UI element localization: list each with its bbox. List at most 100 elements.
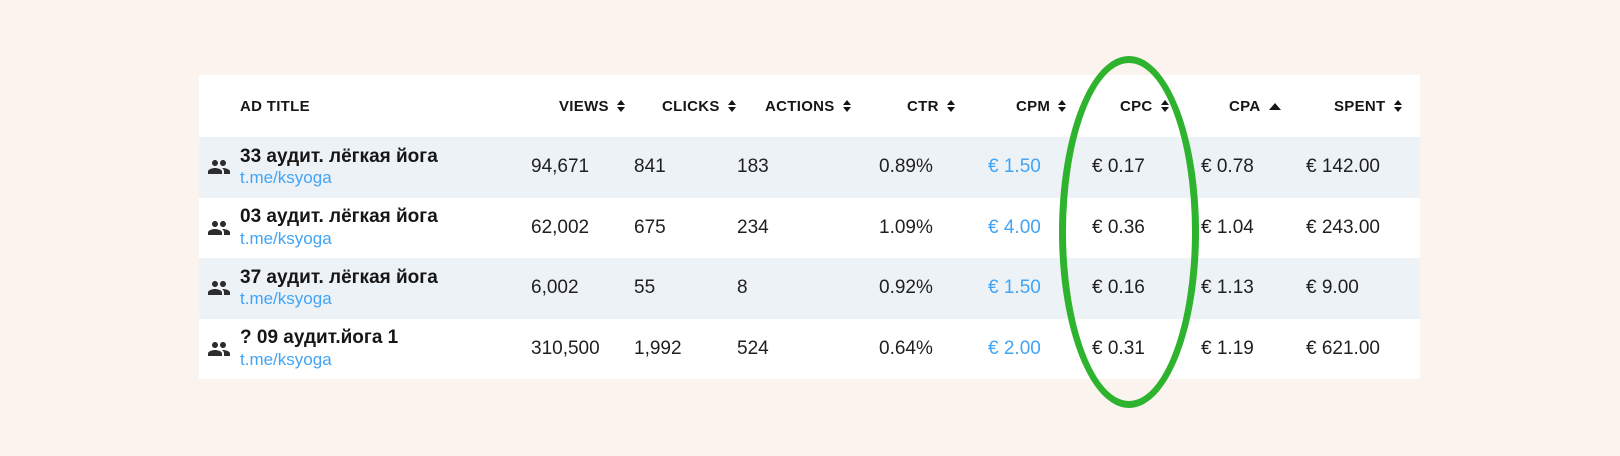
spent-value: € 142.00	[1306, 156, 1380, 178]
spent-value: € 243.00	[1306, 216, 1380, 238]
table-row[interactable]: ? 09 аудит.йога 1 t.me/ksyoga 310,500 1,992…	[199, 318, 1420, 379]
ad-title-cell: ? 09 аудит.йога 1 t.me/ksyoga	[199, 327, 509, 370]
ctr-value: 0.64%	[879, 337, 933, 359]
people-icon	[208, 281, 230, 296]
table-row[interactable]: 33 аудит. лёгкая йога t.me/ksyoga 94,671 84…	[199, 137, 1420, 198]
actions-value: 524	[737, 337, 769, 359]
column-header-label: ACTIONS	[765, 97, 835, 115]
sort-both-icon	[1058, 100, 1067, 112]
people-icon	[208, 160, 230, 175]
column-header-label: CPA	[1229, 97, 1261, 115]
sort-down-arrow	[1160, 107, 1169, 112]
ad-title-block: ? 09 аудит.йога 1 t.me/ksyoga	[240, 327, 398, 370]
views-value: 94,671	[531, 156, 590, 178]
cpa-value: € 1.04	[1201, 216, 1254, 238]
cpm-value[interactable]: € 1.50	[988, 156, 1041, 178]
ad-title-cell: 37 аудит. лёгкая йога t.me/ksyoga	[199, 267, 509, 310]
column-header-label: VIEWS	[559, 97, 609, 115]
column-header-label: AD TITLE	[240, 97, 310, 115]
cpm-value[interactable]: € 1.50	[988, 277, 1041, 299]
table-row[interactable]: 37 аудит. лёгкая йога t.me/ksyoga 6,002 55 8…	[199, 258, 1420, 319]
ads-stats-table: AD TITLE VIEWS CLICKS ACTIONS CTR CPM CPC CPA SP…	[199, 75, 1420, 379]
ad-title-block: 03 аудит. лёгкая йога t.me/ksyoga	[240, 206, 438, 249]
spent-value: € 9.00	[1306, 277, 1359, 299]
column-header-spent[interactable]: SPENT	[1284, 98, 1420, 115]
sort-down-arrow	[727, 107, 736, 112]
ad-title-block: 37 аудит. лёгкая йога t.me/ksyoga	[240, 267, 438, 310]
ad-title-cell: 33 аудит. лёгкая йога t.me/ksyoga	[199, 146, 509, 189]
cpc-value: € 0.36	[1092, 216, 1145, 238]
actions-value: 234	[737, 216, 769, 238]
sort-down-arrow	[842, 107, 851, 112]
column-header-clicks[interactable]: CLICKS	[612, 98, 736, 115]
column-header-cpc[interactable]: CPC	[1070, 98, 1179, 115]
table-row[interactable]: 03 аудит. лёгкая йога t.me/ksyoga 62,002 67…	[199, 197, 1420, 258]
cpa-value: € 1.19	[1201, 337, 1254, 359]
sort-both-icon	[946, 100, 955, 112]
cpa-value: € 0.78	[1201, 156, 1254, 178]
actions-value: 8	[737, 277, 748, 299]
ctr-value: 1.09%	[879, 216, 933, 238]
ad-channel-link[interactable]: t.me/ksyoga	[240, 228, 332, 248]
cpc-value: € 0.31	[1092, 337, 1145, 359]
sort-asc-icon	[1269, 102, 1282, 110]
views-value: 310,500	[531, 337, 600, 359]
table-body: 33 аудит. лёгкая йога t.me/ksyoga 94,671 84…	[199, 137, 1420, 379]
column-header-label: CTR	[907, 97, 939, 115]
column-header-actions[interactable]: ACTIONS	[715, 98, 857, 115]
sort-up-arrow	[946, 100, 955, 105]
cpm-value[interactable]: € 4.00	[988, 216, 1041, 238]
sort-down-arrow	[1393, 107, 1402, 112]
sort-both-icon	[727, 100, 736, 112]
views-value: 62,002	[531, 216, 590, 238]
sort-up-arrow	[616, 100, 625, 105]
sort-up-arrow	[1058, 100, 1067, 105]
sort-down-arrow	[946, 107, 955, 112]
ad-channel-link[interactable]: t.me/ksyoga	[240, 168, 332, 188]
column-header-cpa[interactable]: CPA	[1179, 98, 1284, 115]
spent-value: € 621.00	[1306, 337, 1380, 359]
column-header-cpm[interactable]: CPM	[966, 98, 1070, 115]
ctr-value: 0.92%	[879, 277, 933, 299]
column-header-label: CPC	[1120, 97, 1153, 115]
ad-title-block: 33 аудит. лёгкая йога t.me/ksyoga	[240, 146, 438, 189]
column-header-ctr[interactable]: CTR	[857, 98, 966, 115]
column-header-views[interactable]: VIEWS	[509, 97, 625, 115]
people-icon	[208, 341, 230, 356]
sort-up-arrow	[1269, 102, 1282, 110]
clicks-value: 841	[634, 156, 666, 178]
ad-title-cell: 03 аудит. лёгкая йога t.me/ksyoga	[199, 206, 509, 249]
sort-up-arrow	[1393, 100, 1402, 105]
clicks-value: 1,992	[634, 337, 682, 359]
table-header-row: AD TITLE VIEWS CLICKS ACTIONS CTR CPM CPC CPA SP…	[199, 75, 1420, 137]
ad-title-text: ? 09 аудит.йога 1	[240, 327, 399, 349]
clicks-value: 55	[634, 277, 656, 299]
cpm-value[interactable]: € 2.00	[988, 337, 1041, 359]
sort-up-arrow	[1160, 100, 1169, 105]
cpc-value: € 0.17	[1092, 156, 1145, 178]
ad-title-text: 03 аудит. лёгкая йога	[240, 206, 438, 228]
ad-title-text: 37 аудит. лёгкая йога	[240, 266, 438, 288]
views-value: 6,002	[531, 277, 579, 299]
sort-up-arrow	[727, 100, 736, 105]
people-icon	[208, 220, 230, 235]
ad-title-text: 33 аудит. лёгкая йога	[240, 145, 438, 167]
ctr-value: 0.89%	[879, 156, 933, 178]
sort-both-icon	[1393, 100, 1402, 112]
cpc-value: € 0.16	[1092, 277, 1145, 299]
clicks-value: 675	[634, 216, 666, 238]
column-header-ad-title[interactable]: AD TITLE	[199, 98, 509, 115]
actions-value: 183	[737, 156, 769, 178]
column-header-label: SPENT	[1334, 97, 1386, 115]
column-header-label: CLICKS	[662, 97, 720, 115]
sort-both-icon	[1160, 100, 1169, 112]
sort-up-arrow	[842, 100, 851, 105]
cpa-value: € 1.13	[1201, 277, 1254, 299]
sort-down-arrow	[616, 107, 625, 112]
ad-channel-link[interactable]: t.me/ksyoga	[240, 289, 332, 309]
sort-down-arrow	[1058, 107, 1067, 112]
column-header-label: CPM	[1016, 97, 1051, 115]
ad-channel-link[interactable]: t.me/ksyoga	[240, 349, 332, 369]
sort-both-icon	[842, 100, 851, 112]
